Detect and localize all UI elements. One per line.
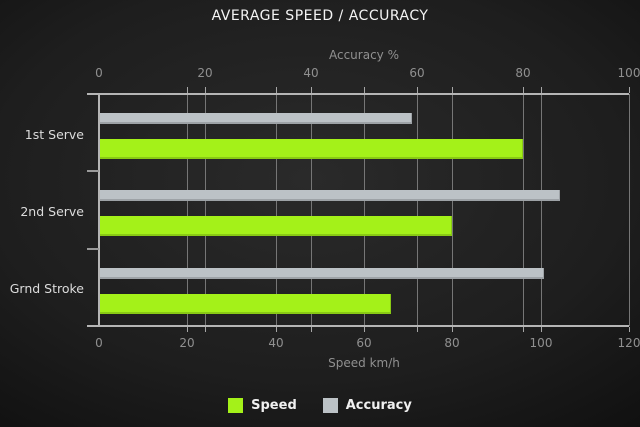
top-tick-label: 0 bbox=[95, 66, 103, 80]
left-axis-line bbox=[98, 93, 100, 327]
gridline-speed-40-tick-bottom bbox=[276, 327, 277, 332]
gridline-speed-100-tick-bottom bbox=[541, 327, 542, 332]
legend-label-speed: Speed bbox=[251, 398, 297, 413]
gridline-speed-80-tick-top bbox=[452, 87, 453, 93]
speed-bar-1 bbox=[99, 139, 523, 159]
gridline-speed-20-tick-top bbox=[187, 87, 188, 93]
speed-swatch bbox=[228, 398, 244, 413]
top-tick-label: 80 bbox=[515, 66, 531, 80]
gridline-speed-20 bbox=[187, 94, 188, 326]
category-label: 1st Serve bbox=[24, 127, 84, 142]
gridline-accuracy-80-tick-top bbox=[523, 87, 524, 93]
accuracy-bar-2 bbox=[99, 190, 560, 201]
top-tick-label: 60 bbox=[409, 66, 425, 80]
gridline-speed-60 bbox=[364, 94, 365, 326]
gridline-accuracy-60-tick-top bbox=[417, 87, 418, 93]
gridline-speed-60-tick-top bbox=[364, 87, 365, 93]
accuracy-swatch bbox=[322, 398, 338, 413]
bottom-tick-label: 80 bbox=[444, 336, 460, 350]
gridline-speed-20-tick-bottom bbox=[187, 327, 188, 332]
gridline-speed-40 bbox=[276, 94, 277, 326]
gridline-accuracy-20-tick-top bbox=[205, 87, 206, 93]
gridline-speed-80-tick-bottom bbox=[452, 327, 453, 332]
gridline-accuracy-80-tick-bottom bbox=[523, 327, 524, 332]
speed-bar-3 bbox=[99, 294, 391, 314]
accuracy-bar-1 bbox=[99, 113, 412, 124]
top-tick-label: 20 bbox=[197, 66, 213, 80]
bottom-axis-line bbox=[87, 325, 629, 327]
gridline-speed-120 bbox=[629, 94, 630, 326]
gridline-accuracy-80 bbox=[523, 94, 524, 326]
category-boundary-tick bbox=[87, 248, 99, 250]
legend-label-accuracy: Accuracy bbox=[345, 398, 412, 413]
category-label: 2nd Serve bbox=[20, 204, 84, 219]
gridline-accuracy-60 bbox=[417, 94, 418, 326]
gridline-speed-80 bbox=[452, 94, 453, 326]
accuracy-bar-3 bbox=[99, 268, 544, 279]
bottom-tick-label: 60 bbox=[356, 336, 372, 350]
legend-item-accuracy: Accuracy bbox=[322, 398, 412, 413]
bottom-tick-label: 120 bbox=[617, 336, 640, 350]
legend: Speed Accuracy bbox=[0, 398, 640, 413]
bottom-tick-label: 0 bbox=[95, 336, 103, 350]
gridline-accuracy-40-tick-bottom bbox=[311, 327, 312, 332]
chart-title: AVERAGE SPEED / ACCURACY bbox=[211, 8, 429, 24]
gridline-accuracy-40-tick-top bbox=[311, 87, 312, 93]
gridline-accuracy-40 bbox=[311, 94, 312, 326]
speed-bar-2 bbox=[99, 216, 452, 236]
gridline-speed-40-tick-top bbox=[276, 87, 277, 93]
gridline-speed-60-tick-bottom bbox=[364, 327, 365, 332]
gridline-speed-100-tick-top bbox=[541, 87, 542, 93]
gridline-speed-100 bbox=[541, 94, 542, 326]
bottom-axis-title: Speed km/h bbox=[328, 356, 400, 370]
top-axis-title: Accuracy % bbox=[328, 48, 399, 62]
top-axis-line bbox=[87, 93, 629, 95]
bottom-tick-label: 100 bbox=[529, 336, 553, 350]
gridline-accuracy-60-tick-bottom bbox=[417, 327, 418, 332]
top-tick-label: 40 bbox=[303, 66, 319, 80]
top-tick-label: 100 bbox=[617, 66, 640, 80]
legend-item-speed: Speed bbox=[228, 398, 297, 413]
gridline-speed-120-tick-top bbox=[629, 87, 630, 93]
category-boundary-tick bbox=[87, 170, 99, 172]
gridline-accuracy-20-tick-bottom bbox=[205, 327, 206, 332]
gridline-accuracy-20 bbox=[205, 94, 206, 326]
bottom-tick-label: 20 bbox=[179, 336, 195, 350]
bottom-tick-label: 40 bbox=[268, 336, 284, 350]
gridline-speed-120-tick-bottom bbox=[629, 327, 630, 332]
category-label: Grnd Stroke bbox=[9, 281, 84, 296]
